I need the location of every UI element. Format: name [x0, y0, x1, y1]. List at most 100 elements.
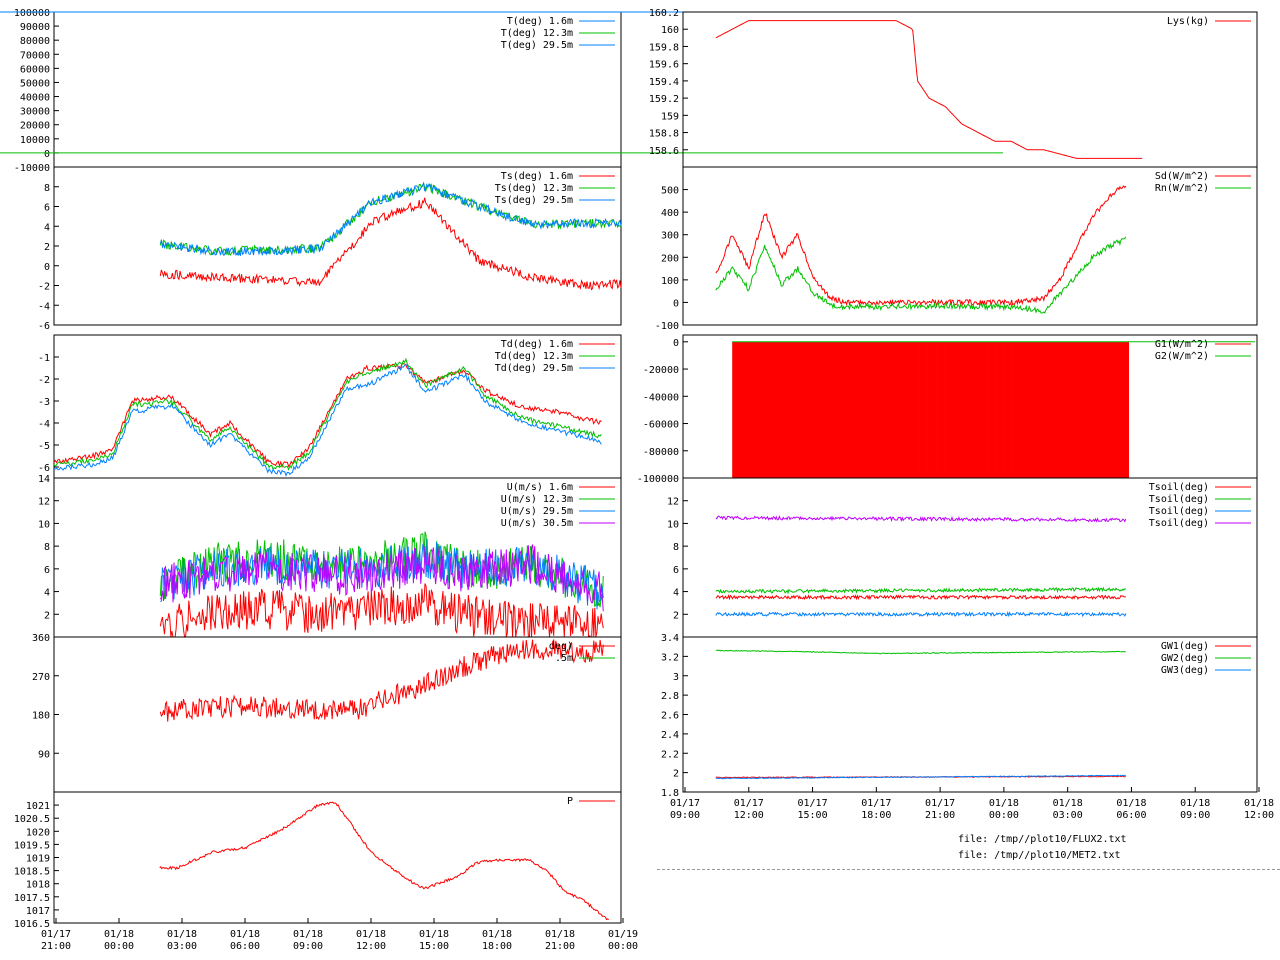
bar: [873, 341, 877, 478]
y-tick-label: 100: [661, 276, 679, 287]
bar: [870, 341, 875, 478]
bar: [808, 341, 812, 478]
bar: [754, 341, 759, 478]
bar: [757, 341, 761, 478]
y-tick-label: -100000: [637, 474, 679, 485]
y-tick-label: 70000: [20, 50, 50, 61]
y-tick-label: -40000: [643, 392, 679, 403]
y-tick-label: 50000: [20, 78, 50, 89]
bar: [774, 341, 778, 478]
bar: [752, 341, 756, 478]
y-tick-label: 60000: [20, 64, 50, 75]
bar: [1012, 341, 1016, 478]
bar: [1100, 341, 1104, 478]
legend-label: G1(W/m^2): [1155, 339, 1209, 350]
bar: [938, 341, 943, 478]
bar: [941, 341, 945, 478]
bar: [950, 341, 954, 478]
y-tick-label: 200: [661, 253, 679, 264]
bar: [955, 341, 960, 478]
bar: [763, 341, 767, 478]
legend-label: G2(W/m^2): [1155, 351, 1209, 362]
y-tick-label: -1: [38, 353, 50, 364]
x-tick-label: 01/18: [1180, 798, 1210, 809]
y-tick-label: 0: [44, 262, 50, 273]
bar: [802, 341, 807, 478]
bar: [995, 341, 999, 478]
legend-label: GW2(deg): [1161, 653, 1209, 664]
y-tick-label: 158.6: [649, 146, 679, 157]
bar: [887, 341, 892, 478]
x-tick-label: 21:00: [41, 941, 71, 952]
bar: [1026, 341, 1030, 478]
bar: [828, 341, 832, 478]
x-tick-label: 01/18: [1053, 798, 1083, 809]
bar: [921, 341, 926, 478]
bar: [885, 341, 889, 478]
y-tick-label: 2.8: [661, 691, 679, 702]
y-tick-label: 400: [661, 208, 679, 219]
x-tick-label: 01/18: [167, 929, 197, 940]
bar: [913, 341, 917, 478]
bar: [769, 341, 773, 478]
bar: [853, 341, 858, 478]
y-tick-label: -80000: [643, 447, 679, 458]
bar: [1091, 341, 1096, 478]
bar: [746, 341, 750, 478]
bar: [1057, 341, 1062, 478]
x-tick-label: 01/17: [734, 798, 764, 809]
x-tick-label: 01/17: [925, 798, 955, 809]
footer-file-met: file: /tmp//plot10/MET2.txt: [958, 850, 1121, 861]
bar: [961, 341, 965, 478]
bar: [936, 341, 940, 478]
y-tick-label: 8: [44, 542, 50, 553]
y-tick-label: -4: [38, 419, 50, 430]
bar: [780, 341, 784, 478]
series-line: [159, 181, 622, 256]
panel-frame: [53, 791, 622, 924]
bar: [817, 341, 821, 478]
bar: [989, 341, 994, 478]
bar: [1125, 341, 1129, 478]
bar: [947, 341, 951, 478]
y-tick-label: 4: [44, 588, 50, 599]
series-line: [715, 594, 1126, 601]
bar: [1035, 341, 1039, 478]
bar: [868, 341, 872, 478]
x-tick-label: 15:00: [798, 810, 828, 821]
y-tick-label: -60000: [643, 420, 679, 431]
bar: [800, 341, 804, 478]
bar: [1049, 341, 1053, 478]
bar: [930, 341, 934, 478]
bar: [998, 341, 1002, 478]
legend-label: T(deg) 29.5m: [501, 40, 573, 51]
series-line: [715, 610, 1127, 618]
bar: [981, 341, 985, 478]
series-line: [53, 364, 602, 477]
bar: [743, 341, 747, 478]
legend-label: Sd(W/m^2): [1155, 171, 1209, 182]
bar: [978, 341, 982, 478]
y-tick-label: 2: [673, 769, 679, 780]
bar: [862, 341, 866, 478]
bar: [933, 341, 937, 478]
x-tick-label: 01/18: [482, 929, 512, 940]
bar: [924, 341, 928, 478]
bar: [1114, 341, 1118, 478]
y-tick-label: 20000: [20, 121, 50, 132]
x-tick-label: 21:00: [925, 810, 955, 821]
bar: [1088, 341, 1093, 478]
y-tick-label: 14: [38, 474, 50, 485]
bar: [984, 341, 988, 478]
bar: [831, 341, 835, 478]
x-tick-label: 09:00: [670, 810, 700, 821]
y-tick-label: 6: [44, 565, 50, 576]
series-line: [715, 649, 1126, 655]
x-tick-label: 00:00: [104, 941, 134, 952]
bar: [1046, 341, 1050, 478]
legend-label: U(m/s) 30.5m: [501, 518, 573, 529]
x-tick-label: 01/18: [230, 929, 260, 940]
bar: [797, 341, 801, 478]
x-tick-label: 21:00: [545, 941, 575, 952]
footer-file-flux: file: /tmp//plot10/FLUX2.txt: [958, 834, 1127, 845]
